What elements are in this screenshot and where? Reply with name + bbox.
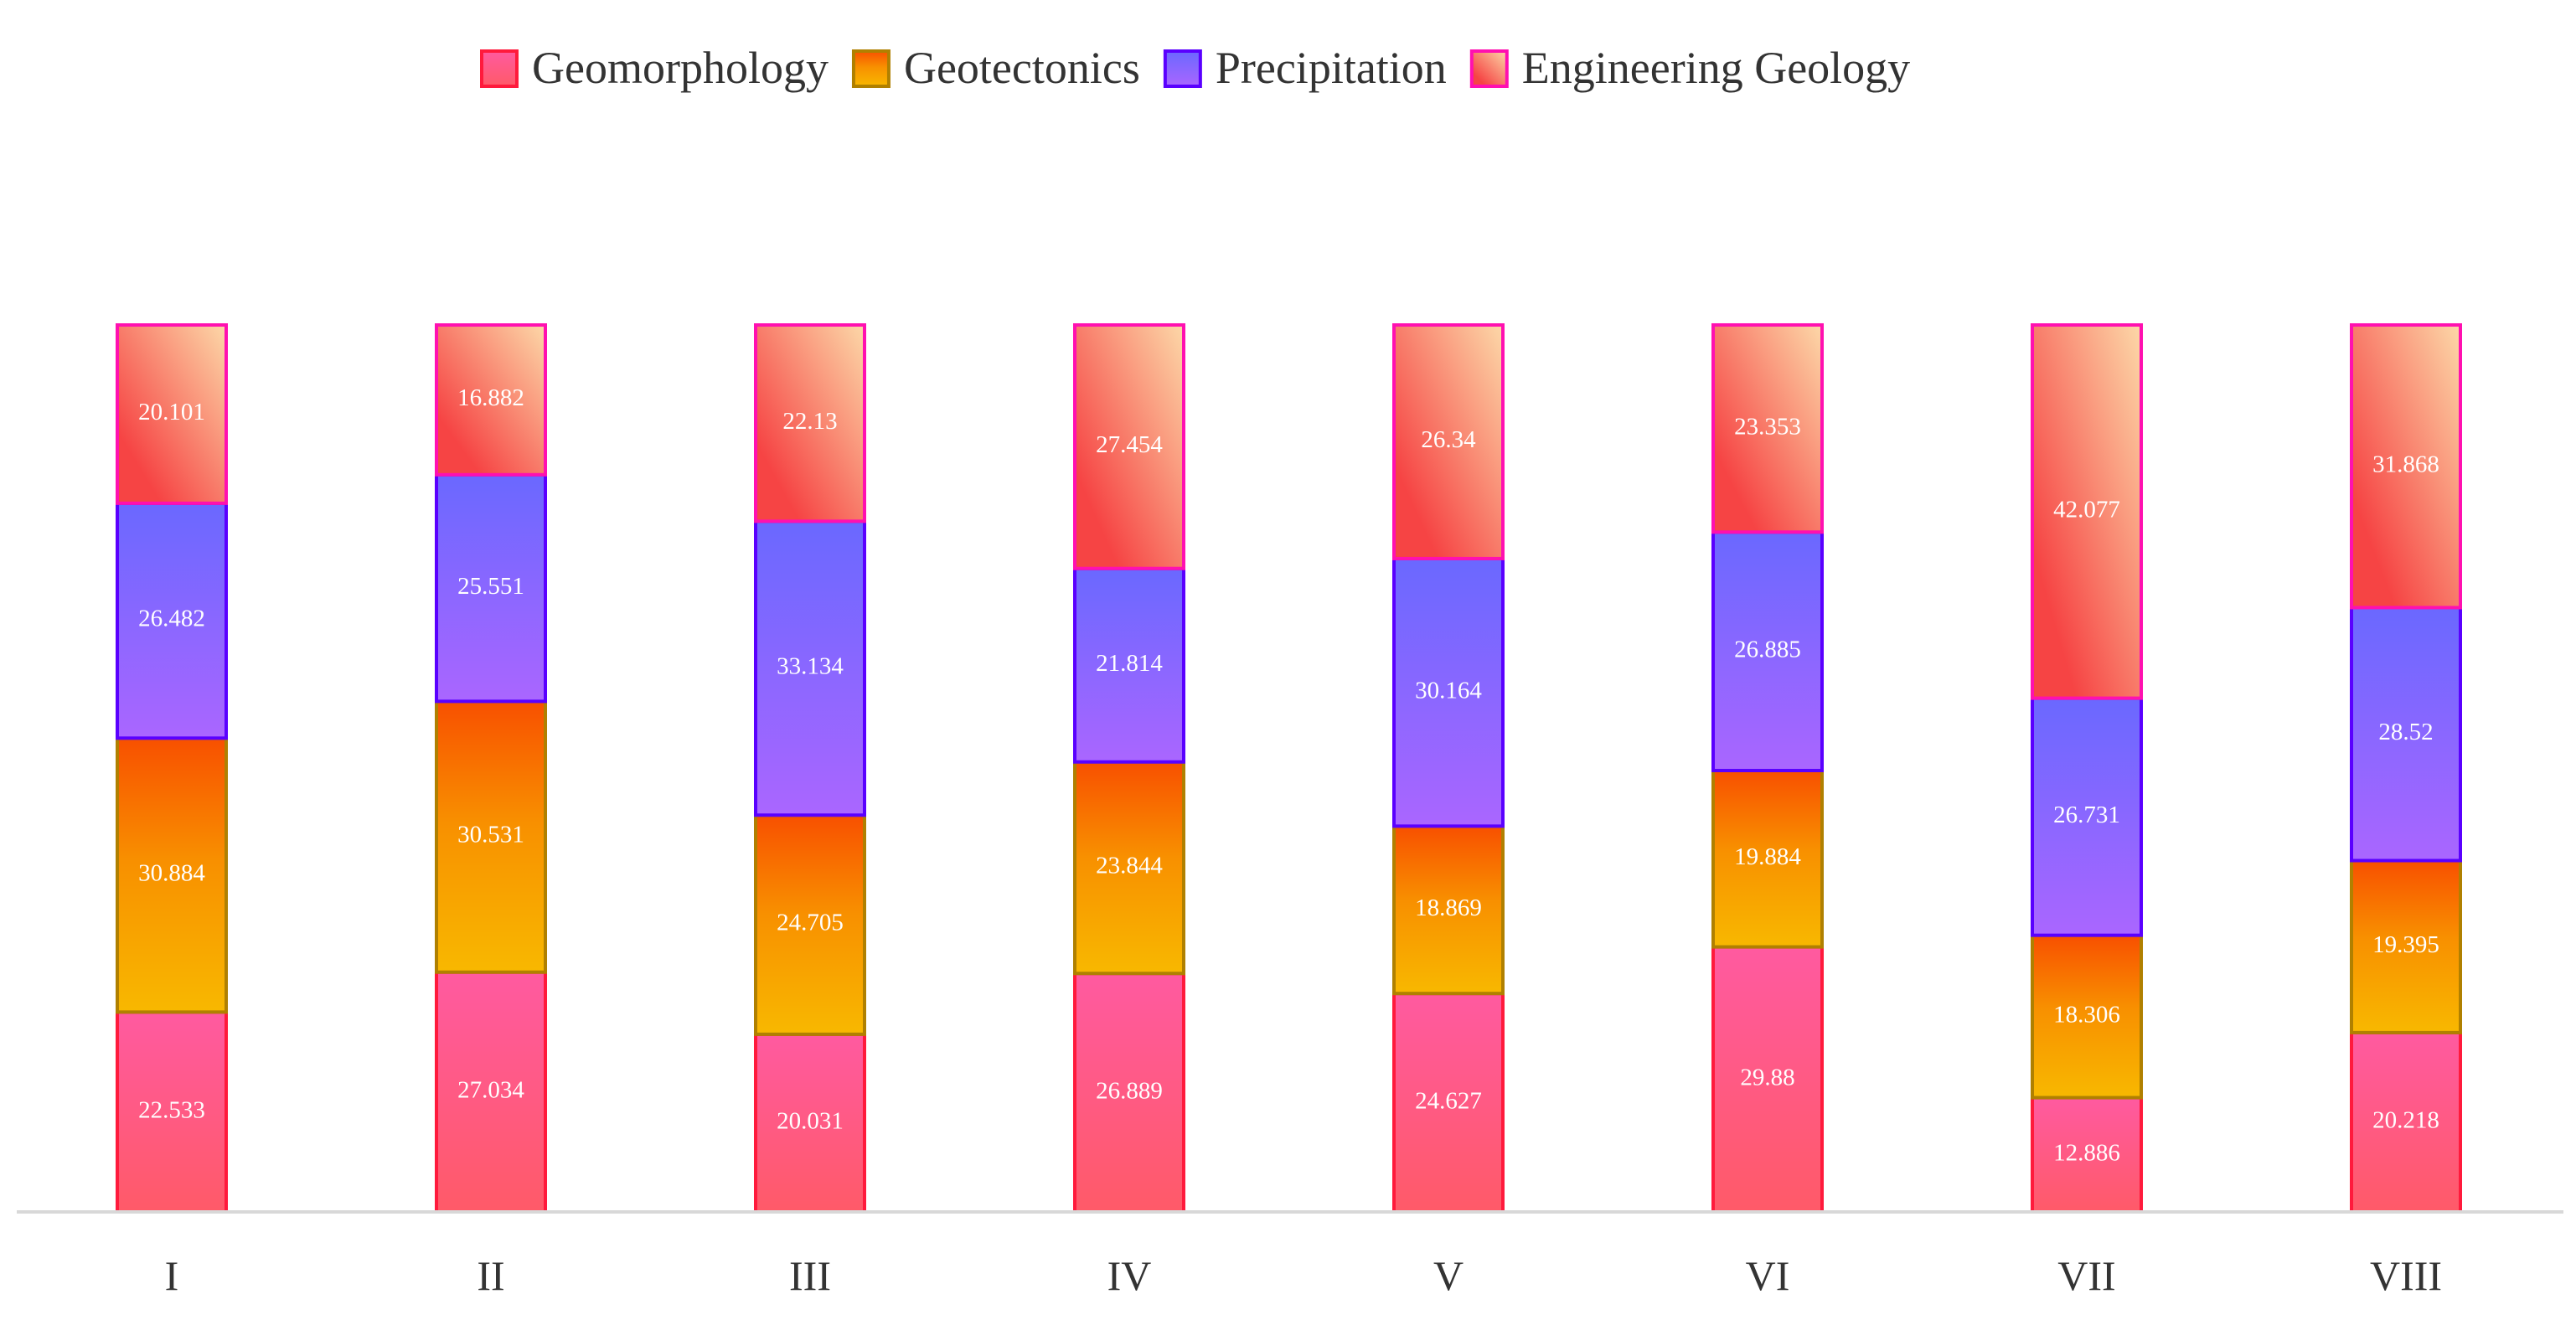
bars: 22.533 30.884 26.482 20.101 27.034 30.531 25.5… <box>116 322 2462 1214</box>
legend-swatch-icon <box>851 49 891 88</box>
data-label: 26.34 <box>1421 426 1476 453</box>
data-label: 18.869 <box>1415 895 1482 921</box>
data-label: 28.52 <box>2378 719 2433 745</box>
bar-stack-VIII: 20.218 19.395 28.52 31.868 <box>2350 322 2462 1214</box>
bar-stack-VII: 12.886 18.306 26.731 42.077 <box>2031 323 2143 1214</box>
legend-item-precipitation[interactable]: Precipitation <box>1163 43 1447 93</box>
data-label: 24.705 <box>777 910 844 936</box>
x-tick-label: II <box>477 1252 504 1299</box>
bar-engineering-geology-V[interactable] <box>1392 323 1505 560</box>
bar-geomorphology-V[interactable] <box>1392 992 1505 1214</box>
bar-engineering-geology-II[interactable] <box>435 323 547 477</box>
data-label: 26.885 <box>1734 636 1801 662</box>
bar-precipitation-IV[interactable] <box>1073 566 1185 764</box>
bar-geomorphology-VIII[interactable] <box>2350 1030 2462 1214</box>
data-label: 23.844 <box>1096 853 1163 879</box>
data-label: 22.533 <box>138 1096 205 1123</box>
bar-engineering-geology-VII[interactable] <box>2031 323 2143 700</box>
legend-swatch-icon <box>1163 49 1202 88</box>
bar-geomorphology-VI[interactable] <box>1711 945 1824 1214</box>
bar-geotectonics-VII[interactable] <box>2031 933 2143 1100</box>
data-label: 24.627 <box>1415 1087 1482 1114</box>
data-label: 16.882 <box>457 384 524 411</box>
legend-label: Geotectonics <box>904 43 1140 93</box>
bar-stack-II: 27.034 30.531 25.551 16.882 <box>435 323 547 1214</box>
data-label: 30.531 <box>457 822 524 848</box>
bar-precipitation-VI[interactable] <box>1711 530 1824 772</box>
data-label: 20.101 <box>138 399 205 425</box>
data-label: 30.164 <box>1415 677 1482 704</box>
data-label: 19.395 <box>2372 931 2439 958</box>
data-label: 27.454 <box>1096 431 1163 458</box>
data-label: 12.886 <box>2053 1139 2120 1166</box>
x-axis-ticks: I II III IV V VI VII VIII <box>165 1252 2442 1299</box>
bar-stack-VI: 29.88 19.884 26.885 23.353 <box>1711 322 1824 1214</box>
data-label: 22.13 <box>782 408 837 435</box>
data-label: 20.218 <box>2372 1107 2439 1134</box>
bar-stack-IV: 26.889 23.844 21.814 27.454 <box>1073 322 1185 1214</box>
x-tick-label: VIII <box>2370 1252 2442 1299</box>
bar-engineering-geology-VIII[interactable] <box>2350 322 2462 610</box>
bar-stack-V: 24.627 18.869 30.164 26.34 <box>1392 323 1505 1214</box>
legend-item-engineering-geology[interactable]: Engineering Geology <box>1469 43 1910 93</box>
data-label: 26.482 <box>138 606 205 632</box>
bar-engineering-geology-VI[interactable] <box>1711 322 1824 534</box>
data-label: 21.814 <box>1096 650 1163 677</box>
bar-geotectonics-II[interactable] <box>435 699 547 974</box>
legend-label: Engineering Geology <box>1522 43 1910 93</box>
data-label: 18.306 <box>2053 1001 2120 1028</box>
bar-geomorphology-I[interactable] <box>116 1010 228 1214</box>
bar-engineering-geology-I[interactable] <box>116 323 228 505</box>
bar-precipitation-II[interactable] <box>435 472 547 704</box>
data-label: 29.88 <box>1740 1064 1794 1090</box>
bar-geotectonics-VIII[interactable] <box>2350 858 2462 1034</box>
x-tick-label: IV <box>1107 1252 1152 1299</box>
bar-precipitation-VII[interactable] <box>2031 696 2143 937</box>
x-tick-label: VII <box>2057 1252 2115 1299</box>
data-label: 30.884 <box>138 860 205 887</box>
data-label: 20.031 <box>777 1108 844 1135</box>
bar-geotectonics-I[interactable] <box>116 736 228 1014</box>
legend: Geomorphology Geotectonics Precipitation En… <box>480 43 1910 93</box>
data-label: 27.034 <box>457 1077 524 1104</box>
legend-label: Precipitation <box>1216 43 1447 93</box>
legend-swatch-icon <box>480 49 519 88</box>
bar-engineering-geology-IV[interactable] <box>1073 322 1185 570</box>
data-label: 33.134 <box>777 652 844 679</box>
bar-geotectonics-V[interactable] <box>1392 824 1505 996</box>
data-label: 26.889 <box>1096 1077 1163 1104</box>
legend-swatch-icon <box>1469 49 1509 88</box>
x-tick-label: VI <box>1746 1252 1790 1299</box>
data-label: 31.868 <box>2372 451 2439 477</box>
bar-precipitation-III[interactable] <box>754 519 866 817</box>
data-label: 42.077 <box>2053 496 2120 523</box>
legend-item-geomorphology[interactable]: Geomorphology <box>480 43 829 93</box>
x-tick-label: V <box>1433 1252 1464 1299</box>
bar-engineering-geology-III[interactable] <box>754 323 866 523</box>
data-label: 26.731 <box>2053 802 2120 828</box>
x-tick-label: I <box>165 1252 179 1299</box>
x-tick-label: III <box>789 1252 831 1299</box>
bar-stack-III: 20.031 24.705 33.134 22.13 <box>754 323 866 1214</box>
data-label: 25.551 <box>457 573 524 600</box>
bar-precipitation-V[interactable] <box>1392 556 1505 828</box>
legend-label: Geomorphology <box>532 43 829 93</box>
bar-stack-I: 22.533 30.884 26.482 20.101 <box>116 323 228 1214</box>
data-label: 19.884 <box>1734 843 1801 870</box>
legend-item-geotectonics[interactable]: Geotectonics <box>851 43 1140 93</box>
bar-geotectonics-III[interactable] <box>754 813 866 1036</box>
data-label: 23.353 <box>1734 413 1801 440</box>
